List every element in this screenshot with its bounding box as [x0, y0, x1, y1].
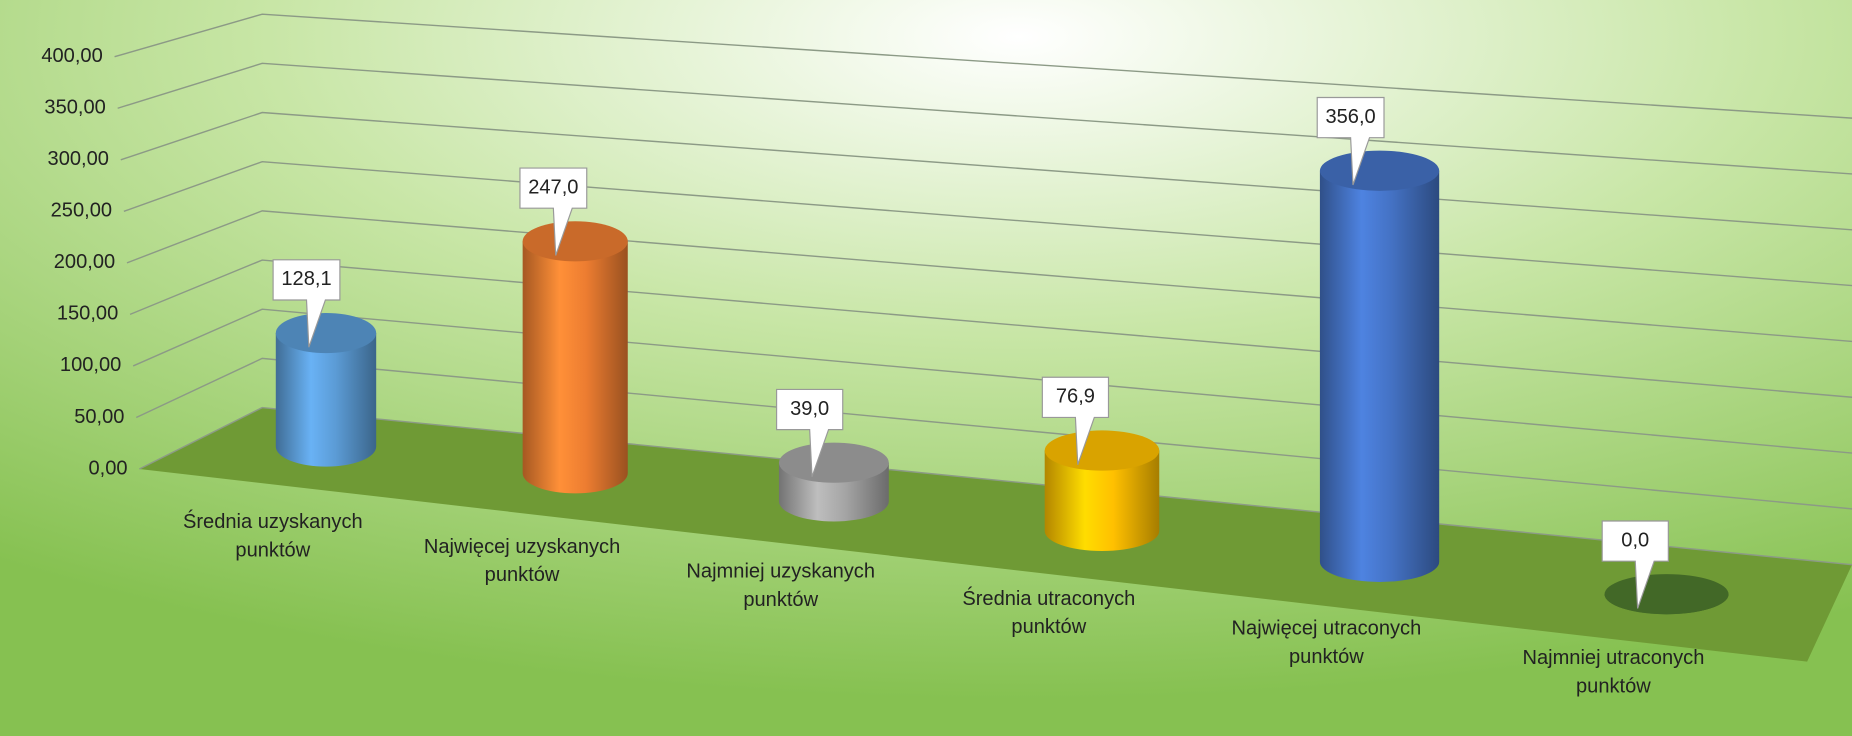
value-label: 247,0 — [528, 176, 578, 198]
y-tick-label: 250,00 — [51, 200, 112, 222]
x-tick-label: Najwięcej utraconych punktów — [1231, 616, 1422, 667]
category-label-box: Średnia uzyskanych punktów — [182, 510, 363, 562]
category-label-box: Najmniej uzyskanych punktów — [686, 560, 876, 612]
cylinder-body — [1319, 170, 1440, 582]
value-label: 356,0 — [1325, 106, 1375, 128]
plot: 0,00 50,00 100,00 150,00 200,00 250,00 300,00 3… — [41, 13, 1852, 698]
callout — [519, 167, 588, 256]
cylinder-top — [1319, 150, 1440, 191]
callout — [1041, 376, 1110, 465]
y-tick-label: 350,00 — [44, 97, 105, 119]
callout — [775, 388, 844, 478]
x-tick-label: Najmniej utraconych punktów — [1522, 646, 1705, 698]
callout — [1601, 520, 1669, 609]
x-tick-label: Średnia utraconych punktów — [962, 587, 1136, 639]
callout — [272, 259, 341, 348]
cylinder-top — [1044, 430, 1160, 471]
grid-line — [114, 13, 1852, 119]
category-label-box: Najmniej utraconych punktów — [1522, 646, 1705, 698]
cylinder-body — [522, 241, 628, 494]
y-tick-label: 100,00 — [60, 354, 121, 376]
x-tick-label: Najmniej uzyskanych punktów — [686, 560, 876, 612]
cylinder-top — [275, 312, 377, 354]
y-tick-label: 50,00 — [74, 406, 124, 428]
x-tick-label: Średnia uzyskanych punktów — [182, 510, 363, 562]
y-tick-label: 200,00 — [54, 251, 115, 273]
cylinder-body — [1044, 450, 1160, 551]
cylinder-body — [275, 333, 377, 467]
category-label-box: Średnia utraconych punktów — [962, 587, 1136, 639]
y-tick-label: 0,00 — [88, 457, 127, 479]
value-label: 39,0 — [790, 398, 829, 420]
cylinder-top — [522, 221, 628, 262]
y-tick-label: 150,00 — [57, 303, 118, 325]
category-label-box: Najwięcej utraconych punktów — [1231, 616, 1422, 667]
cylinder-top — [1604, 574, 1729, 615]
value-label: 0,0 — [1621, 529, 1649, 551]
value-label: 76,9 — [1056, 386, 1095, 408]
value-label: 128,1 — [281, 268, 331, 290]
y-tick-label: 300,00 — [48, 148, 109, 170]
category-label-box: Najwięcej uzyskanych punktów — [423, 534, 621, 586]
cylinder-top — [778, 442, 889, 483]
x-tick-label: Najwięcej uzyskanych punktów — [423, 534, 621, 586]
callout — [1316, 96, 1385, 186]
y-tick-label: 400,00 — [41, 45, 102, 67]
